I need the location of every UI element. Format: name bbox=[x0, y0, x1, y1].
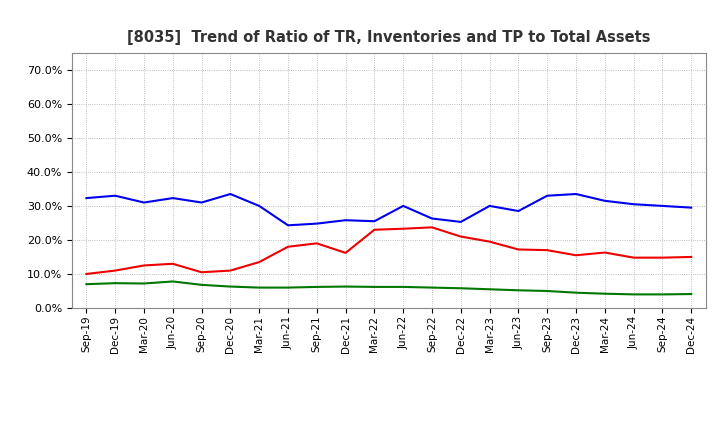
Trade Receivables bbox=[370, 227, 379, 232]
Trade Payables bbox=[111, 281, 120, 286]
Trade Receivables bbox=[82, 271, 91, 277]
Trade Receivables bbox=[226, 268, 235, 273]
Trade Payables bbox=[168, 279, 177, 284]
Trade Payables bbox=[370, 284, 379, 290]
Trade Payables bbox=[629, 292, 638, 297]
Inventories bbox=[255, 203, 264, 209]
Inventories bbox=[572, 191, 580, 197]
Trade Payables bbox=[687, 291, 696, 297]
Inventories bbox=[514, 209, 523, 214]
Inventories bbox=[600, 198, 609, 203]
Inventories bbox=[140, 200, 148, 205]
Trade Payables bbox=[658, 292, 667, 297]
Trade Payables bbox=[399, 284, 408, 290]
Trade Receivables bbox=[543, 248, 552, 253]
Trade Receivables bbox=[255, 260, 264, 265]
Trade Payables bbox=[82, 282, 91, 287]
Trade Payables bbox=[428, 285, 436, 290]
Trade Payables bbox=[600, 291, 609, 297]
Inventories bbox=[168, 195, 177, 201]
Inventories bbox=[658, 203, 667, 209]
Trade Payables bbox=[514, 288, 523, 293]
Inventories bbox=[312, 221, 321, 226]
Trade Payables bbox=[485, 286, 494, 292]
Trade Payables bbox=[543, 288, 552, 293]
Trade Receivables bbox=[399, 226, 408, 231]
Trade Receivables bbox=[341, 250, 350, 256]
Inventories bbox=[399, 203, 408, 209]
Trade Payables bbox=[226, 284, 235, 289]
Trade Payables bbox=[140, 281, 148, 286]
Trade Payables bbox=[284, 285, 292, 290]
Trade Receivables bbox=[456, 234, 465, 239]
Trade Receivables bbox=[629, 255, 638, 260]
Inventories bbox=[370, 219, 379, 224]
Inventories bbox=[543, 193, 552, 198]
Trade Receivables bbox=[514, 247, 523, 252]
Inventories bbox=[82, 195, 91, 201]
Trade Payables bbox=[255, 285, 264, 290]
Trade Receivables bbox=[111, 268, 120, 273]
Trade Payables bbox=[197, 282, 206, 287]
Trade Receivables bbox=[572, 253, 580, 258]
Line: Trade Receivables: Trade Receivables bbox=[86, 227, 691, 274]
Inventories bbox=[428, 216, 436, 221]
Title: [8035]  Trend of Ratio of TR, Inventories and TP to Total Assets: [8035] Trend of Ratio of TR, Inventories… bbox=[127, 29, 651, 45]
Trade Receivables bbox=[428, 225, 436, 230]
Inventories bbox=[226, 191, 235, 197]
Line: Inventories: Inventories bbox=[86, 194, 691, 225]
Inventories bbox=[485, 203, 494, 209]
Trade Receivables bbox=[485, 239, 494, 244]
Inventories bbox=[111, 193, 120, 198]
Trade Receivables bbox=[687, 254, 696, 260]
Inventories bbox=[629, 202, 638, 207]
Inventories bbox=[687, 205, 696, 210]
Trade Payables bbox=[456, 286, 465, 291]
Trade Receivables bbox=[600, 250, 609, 255]
Trade Receivables bbox=[197, 270, 206, 275]
Trade Receivables bbox=[658, 255, 667, 260]
Trade Receivables bbox=[168, 261, 177, 266]
Trade Payables bbox=[312, 284, 321, 290]
Trade Payables bbox=[341, 284, 350, 289]
Trade Receivables bbox=[284, 244, 292, 249]
Inventories bbox=[456, 219, 465, 224]
Inventories bbox=[341, 217, 350, 223]
Line: Trade Payables: Trade Payables bbox=[86, 282, 691, 294]
Inventories bbox=[197, 200, 206, 205]
Trade Receivables bbox=[312, 241, 321, 246]
Inventories bbox=[284, 223, 292, 228]
Trade Payables bbox=[572, 290, 580, 295]
Trade Receivables bbox=[140, 263, 148, 268]
